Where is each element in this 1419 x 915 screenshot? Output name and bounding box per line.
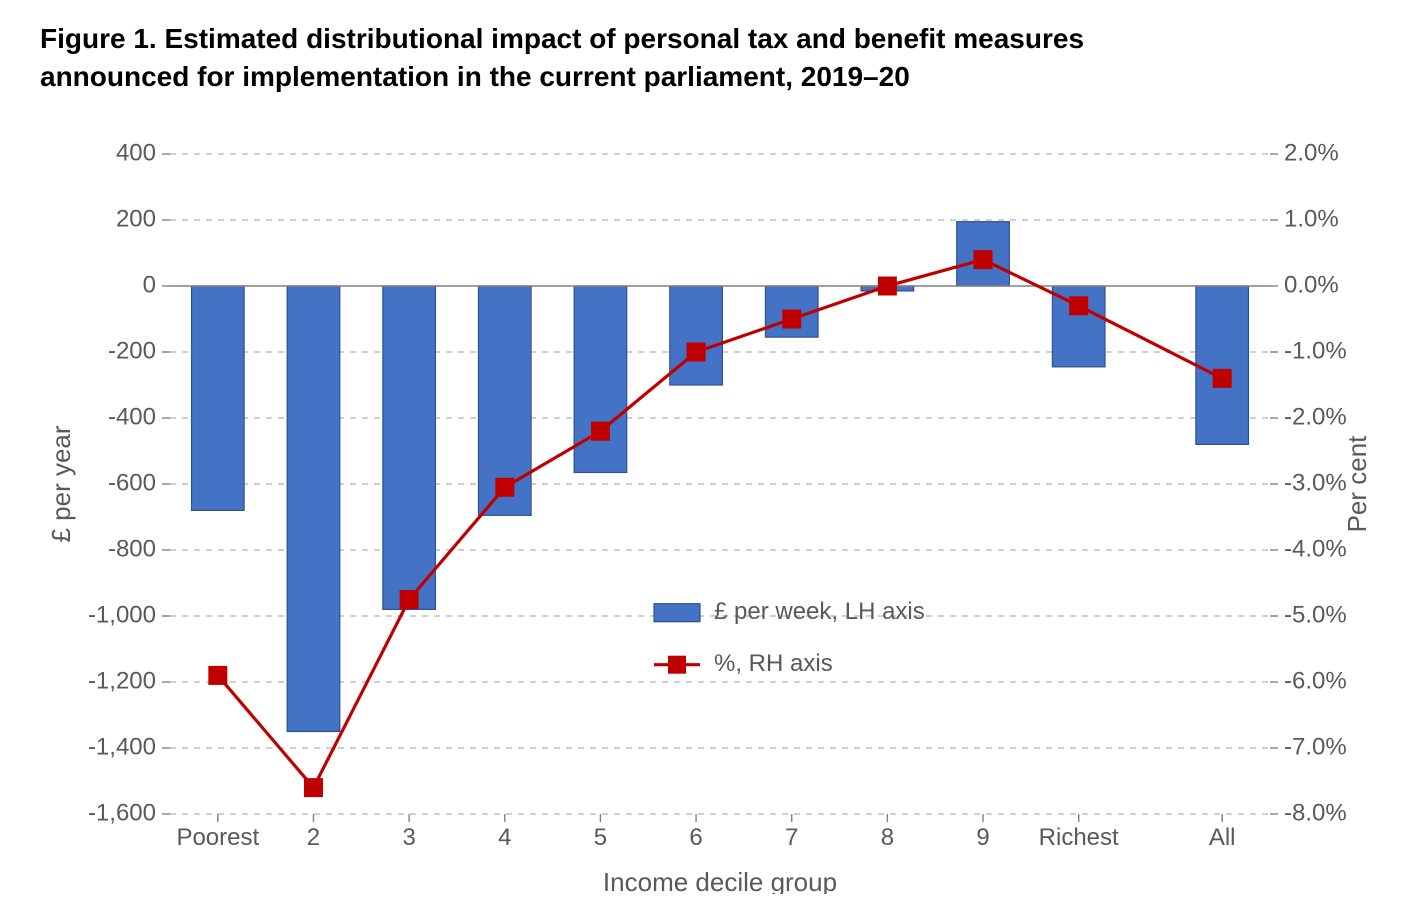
bar	[574, 286, 627, 472]
y-left-tick-label: 0	[143, 271, 156, 298]
y-left-tick-label: -1,200	[88, 667, 156, 694]
x-tick-label: 4	[498, 823, 511, 850]
legend-label: %, RH axis	[714, 650, 833, 677]
x-tick-label: 2	[307, 823, 320, 850]
y-right-tick-label: 2.0%	[1284, 139, 1339, 166]
y-left-tick-label: -400	[108, 403, 156, 430]
figure-container: Figure 1. Estimated distributional impac…	[0, 0, 1419, 915]
x-tick-label: Poorest	[176, 823, 259, 850]
bar	[192, 286, 245, 510]
y-right-tick-label: -4.0%	[1284, 535, 1347, 562]
line-marker	[496, 478, 514, 496]
y-left-tick-label: 400	[116, 139, 156, 166]
legend-label: £ per week, LH axis	[714, 598, 925, 625]
y-left-tick-label: -1,600	[88, 799, 156, 826]
x-tick-label: 9	[976, 823, 989, 850]
figure-title-line2: announced for implementation in the curr…	[40, 58, 1379, 96]
legend-swatch-bar	[654, 603, 700, 621]
y-left-tick-label: 200	[116, 205, 156, 232]
x-axis-title: Income decile group	[603, 867, 837, 894]
y-left-tick-label: -800	[108, 535, 156, 562]
y-right-tick-label: -8.0%	[1284, 799, 1347, 826]
line-marker	[1213, 369, 1231, 387]
y-right-tick-label: -7.0%	[1284, 733, 1347, 760]
y-right-tick-label: -6.0%	[1284, 667, 1347, 694]
line-marker	[687, 343, 705, 361]
y-right-tick-label: 1.0%	[1284, 205, 1339, 232]
x-tick-label: 7	[785, 823, 798, 850]
x-tick-label: 3	[402, 823, 415, 850]
x-tick-label: 8	[881, 823, 894, 850]
x-tick-label: 6	[689, 823, 702, 850]
bar	[383, 286, 436, 609]
y-left-tick-label: -200	[108, 337, 156, 364]
y-right-tick-label: -1.0%	[1284, 337, 1347, 364]
y-right-axis-title: Per cent	[1342, 434, 1372, 532]
bar	[1196, 286, 1249, 444]
x-tick-label: All	[1209, 823, 1236, 850]
bar	[670, 286, 723, 385]
x-tick-label: 5	[594, 823, 607, 850]
figure-title: Figure 1. Estimated distributional impac…	[40, 20, 1379, 96]
y-left-tick-label: -1,400	[88, 733, 156, 760]
y-right-tick-label: -5.0%	[1284, 601, 1347, 628]
line-marker	[209, 666, 227, 684]
x-tick-label: Richest	[1039, 823, 1119, 850]
legend-marker-icon	[668, 655, 686, 673]
line-marker	[400, 590, 418, 608]
line-marker	[974, 250, 992, 268]
y-right-tick-label: -2.0%	[1284, 403, 1347, 430]
line-marker	[783, 310, 801, 328]
line-marker	[878, 277, 896, 295]
y-right-tick-label: 0.0%	[1284, 271, 1339, 298]
figure-title-line1: Figure 1. Estimated distributional impac…	[40, 20, 1379, 58]
bar	[287, 286, 340, 732]
chart-svg: -1,600 -1,400 -1,200 -1,000 -800 -600 -400 -200…	[40, 124, 1379, 894]
y-left-tick-label: -600	[108, 469, 156, 496]
chart-area: -1,600 -1,400 -1,200 -1,000 -800 -600 -400 -200…	[40, 124, 1379, 894]
y-left-tick-label: -1,000	[88, 601, 156, 628]
line-marker	[1070, 296, 1088, 314]
y-left-axis-title: £ per year	[46, 425, 76, 542]
line-marker	[591, 422, 609, 440]
y-right-tick-label: -3.0%	[1284, 469, 1347, 496]
line-marker	[304, 778, 322, 796]
